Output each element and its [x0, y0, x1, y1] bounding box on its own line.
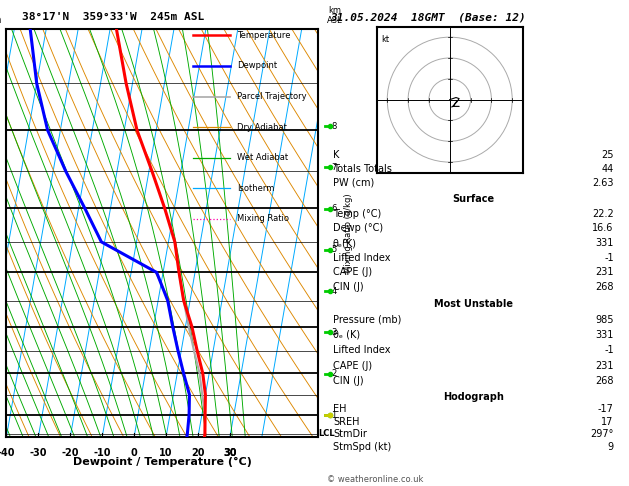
Text: 20: 20 — [191, 448, 204, 458]
Text: Dewp (°C): Dewp (°C) — [333, 224, 383, 233]
Text: 30: 30 — [223, 448, 237, 458]
Text: 4: 4 — [331, 287, 337, 295]
Text: θₑ (K): θₑ (K) — [333, 330, 360, 340]
Text: km
ASL: km ASL — [327, 6, 343, 25]
Text: hPa: hPa — [0, 15, 2, 25]
Text: Mixing Ratio (g/kg): Mixing Ratio (g/kg) — [344, 193, 353, 273]
Text: 22.2: 22.2 — [592, 209, 614, 219]
Text: 44: 44 — [601, 164, 614, 174]
Text: © weatheronline.co.uk: © weatheronline.co.uk — [327, 474, 423, 484]
Text: Dry Adiabat: Dry Adiabat — [237, 122, 287, 132]
Text: LCL: LCL — [318, 429, 335, 438]
Text: 331: 331 — [595, 330, 614, 340]
Text: CIN (J): CIN (J) — [333, 376, 364, 386]
Text: -40: -40 — [0, 448, 15, 458]
Text: 10: 10 — [159, 448, 173, 458]
Text: -10: -10 — [93, 448, 111, 458]
Text: -17: -17 — [598, 404, 614, 415]
Text: Dewpoint: Dewpoint — [237, 61, 277, 70]
Text: 8: 8 — [331, 122, 337, 131]
Text: Most Unstable: Most Unstable — [434, 299, 513, 309]
Text: 297°: 297° — [590, 429, 614, 439]
Text: 985: 985 — [595, 314, 614, 325]
Text: StmSpd (kt): StmSpd (kt) — [333, 442, 391, 451]
Text: -20: -20 — [62, 448, 79, 458]
Text: 31.05.2024  18GMT  (Base: 12): 31.05.2024 18GMT (Base: 12) — [330, 12, 526, 22]
Text: Parcel Trajectory: Parcel Trajectory — [237, 92, 306, 101]
Text: StmDir: StmDir — [333, 429, 367, 439]
Text: 16.6: 16.6 — [593, 224, 614, 233]
Text: Lifted Index: Lifted Index — [333, 346, 391, 355]
Text: 1: 1 — [331, 411, 337, 419]
Text: -1: -1 — [604, 253, 614, 262]
Text: CAPE (J): CAPE (J) — [333, 267, 372, 277]
Text: 3: 3 — [331, 328, 337, 337]
Text: Surface: Surface — [452, 194, 494, 204]
Text: 331: 331 — [595, 238, 614, 248]
X-axis label: Dewpoint / Temperature (°C): Dewpoint / Temperature (°C) — [72, 457, 252, 467]
Text: 38°17'N  359°33'W  245m ASL: 38°17'N 359°33'W 245m ASL — [22, 12, 204, 22]
Text: PW (cm): PW (cm) — [333, 178, 374, 188]
Text: Lifted Index: Lifted Index — [333, 253, 391, 262]
Text: 231: 231 — [595, 267, 614, 277]
Text: 2: 2 — [331, 369, 337, 378]
Text: kt: kt — [381, 35, 389, 44]
Text: 17: 17 — [601, 417, 614, 427]
Text: K: K — [333, 150, 340, 160]
Text: Wet Adiabat: Wet Adiabat — [237, 153, 288, 162]
Text: 30: 30 — [223, 448, 237, 458]
Text: θₑ(K): θₑ(K) — [333, 238, 357, 248]
Text: Temperature: Temperature — [237, 31, 290, 40]
Text: 231: 231 — [595, 361, 614, 371]
Text: CIN (J): CIN (J) — [333, 282, 364, 292]
Text: Temp (°C): Temp (°C) — [333, 209, 381, 219]
Text: Hodograph: Hodograph — [443, 392, 504, 402]
Text: Isotherm: Isotherm — [237, 184, 274, 193]
Text: CAPE (J): CAPE (J) — [333, 361, 372, 371]
Text: EH: EH — [333, 404, 347, 415]
Text: 0: 0 — [131, 448, 137, 458]
Text: Mixing Ratio: Mixing Ratio — [237, 214, 289, 224]
Text: Pressure (mb): Pressure (mb) — [333, 314, 401, 325]
Text: 7: 7 — [331, 163, 337, 172]
Text: 268: 268 — [595, 282, 614, 292]
Text: 2.63: 2.63 — [592, 178, 614, 188]
Text: Totals Totals: Totals Totals — [333, 164, 392, 174]
Text: -1: -1 — [604, 346, 614, 355]
Text: SREH: SREH — [333, 417, 360, 427]
Text: -30: -30 — [30, 448, 47, 458]
Text: 6: 6 — [331, 204, 337, 213]
Text: 25: 25 — [601, 150, 614, 160]
Text: 9: 9 — [608, 442, 614, 451]
Text: 5: 5 — [331, 245, 337, 254]
Text: 268: 268 — [595, 376, 614, 386]
